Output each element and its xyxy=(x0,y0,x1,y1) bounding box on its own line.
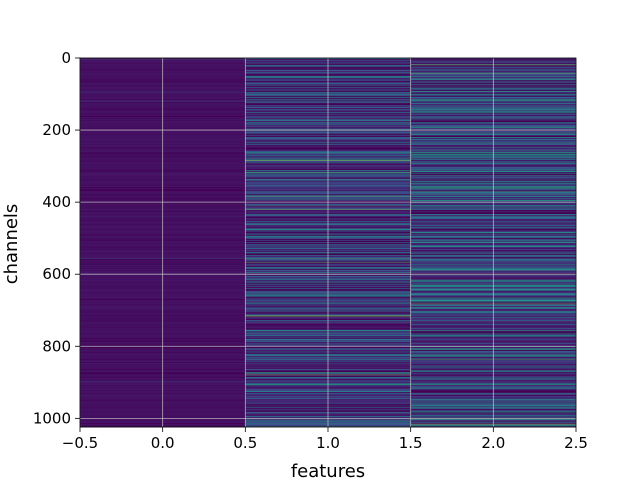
y-tick-label: 200 xyxy=(42,121,71,139)
y-tick-label: 600 xyxy=(42,265,71,283)
x-tick-label: 2.5 xyxy=(564,434,588,452)
y-tick-label: 800 xyxy=(42,337,71,355)
x-axis: −0.5 0.0 0.5 1.0 1.5 2.0 2.5 xyxy=(62,427,588,452)
x-tick-label: 0.5 xyxy=(233,434,257,452)
x-tick-label: 1.5 xyxy=(399,434,423,452)
x-tick-label: 0.0 xyxy=(151,434,175,452)
y-tick-label: 400 xyxy=(42,193,71,211)
y-tick-label: 1000 xyxy=(33,409,71,427)
x-axis-label: features xyxy=(291,461,365,480)
y-axis-label: channels xyxy=(1,204,22,285)
x-tick-label: 1.0 xyxy=(316,434,340,452)
y-tick-label: 0 xyxy=(61,49,71,67)
x-tick-label: 2.0 xyxy=(481,434,505,452)
x-tick-label: −0.5 xyxy=(62,434,98,452)
y-axis: 0 200 400 600 800 1000 xyxy=(33,49,80,427)
